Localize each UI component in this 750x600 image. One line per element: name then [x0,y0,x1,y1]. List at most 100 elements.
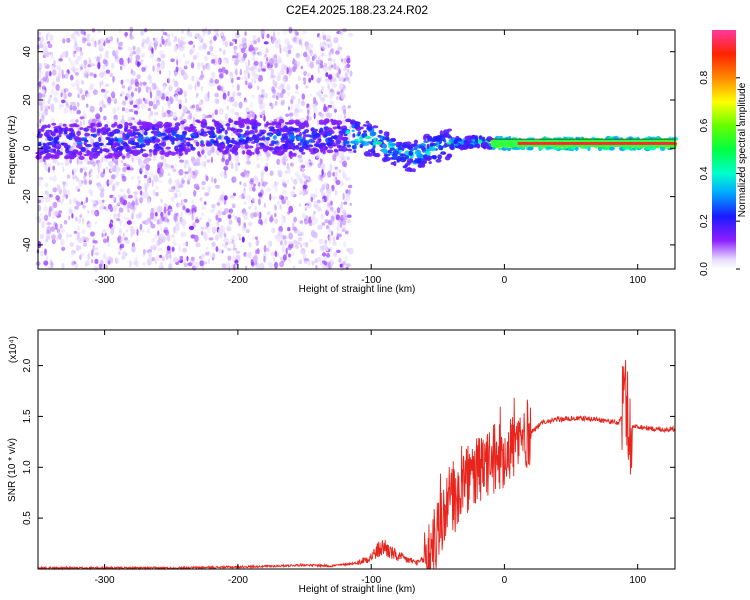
spectrogram-cell [143,174,148,179]
spectrogram-cell [110,227,115,236]
spectrogram-cell [253,120,257,126]
spectrogram-cell [328,50,331,58]
spectrogram-cell [261,33,265,40]
spectrogram-cell [106,235,109,243]
spectrogram-cell [320,213,325,220]
spectrogram-cell [204,115,210,119]
spectrogram-cell [94,150,101,155]
spectrogram-cell [300,122,307,127]
spectrogram-cell [206,140,211,146]
spectrogram-cell [54,91,59,96]
spectrogram-cell [277,38,281,45]
spectrogram-cell [329,219,335,226]
spectrogram-cell [223,208,229,214]
spectrogram-cell [312,193,318,198]
spectrogram-cell [78,155,85,160]
spectrogram-cell [241,236,245,243]
spectrogram-cell [147,257,153,261]
spectrogram-cell [56,187,62,192]
spectrogram-cell [432,155,437,160]
spectrogram-cell [183,53,186,58]
spectrogram-cell [333,177,337,182]
spectrogram-cell [108,140,113,145]
spectrogram-cell [75,119,79,123]
spectrogram-cell [156,254,160,262]
spectrogram-cell [476,144,481,149]
spectrogram-cell [67,233,73,238]
spectrogram-cell [174,122,181,127]
spectrogram-cell [182,205,186,211]
spectrogram-cell [152,189,156,196]
snr-series-line [37,359,676,571]
spectrogram-cell [234,164,239,172]
spectrogram-cell [141,42,145,48]
spectrogram-cell [245,49,250,54]
spectrogram-cell [276,75,281,82]
spectrogram-cell [288,256,291,264]
spectrogram-cell [142,129,145,135]
spectrogram-cell [326,261,332,268]
spectrogram-cell [327,104,333,108]
spectrogram-cell [331,135,338,140]
spectrogram-cell [413,146,418,151]
spectrogram-cell [75,177,80,182]
spectrogram-cell [197,62,200,67]
spectrogram-cell [184,72,188,80]
spectrogram-cell [287,227,291,232]
spectrogram-cell [302,131,306,135]
spectrogram-cell [133,136,139,139]
spectrogram-cell [225,69,229,75]
spectrogram-cell [258,93,261,102]
spectrogram-cell [124,127,128,131]
spectrogram-cell [45,105,49,111]
spectrogram-cell [152,244,158,249]
spectrogram-cell [389,143,397,146]
spectrogram-cell [121,155,126,159]
spectrogram-cell [60,228,66,233]
spectrogram-cell [261,132,265,135]
spectrogram-cell [91,259,94,264]
spectrogram-cell [141,53,145,58]
spectrogram-cell [355,126,362,131]
spectrogram-cell [254,69,260,73]
spectrogram-cell [122,216,128,221]
spectrogram-cell [69,110,74,115]
spectrogram-cell [167,140,170,146]
spectrogram-cell [343,115,347,119]
spectrogram-cell [69,132,73,136]
spectrogram-cell [341,220,347,226]
spectrogram-cell [70,83,76,87]
spectrogram-cell [231,176,237,183]
spectrogram-cell [99,71,105,78]
spectrogram-cell [230,127,236,131]
spectrogram-cell [308,239,313,243]
spectrogram-cell [217,197,223,204]
spectrogram-cell [83,174,86,180]
spectrogram-cell [221,66,226,74]
spectrogram-cell [298,39,302,46]
spectrogram-cell [295,102,301,110]
spectrogram-cell [55,83,60,91]
spectrogram-cell [308,43,314,49]
spectrogram-cell [127,190,131,195]
spectrogram-cell [82,236,87,241]
spectrogram-cell [76,130,81,136]
spectrogram-cell [83,179,88,185]
spectrogram-cell [190,143,194,150]
spectrogram-cell [42,50,46,56]
spectrogram-cell [41,93,46,98]
spectrogram-cell [221,127,225,132]
spectrogram-cell [324,239,328,244]
colorbar-ticks: 0.00.20.40.60.8 [699,70,740,276]
spectrogram-cell [252,111,256,119]
spectrogram-cell [208,237,214,241]
spectrogram-cell [325,225,330,230]
spectrogram-cell [217,210,220,214]
spectrogram-cell [112,75,115,83]
spectrogram-cell [340,105,343,111]
spectrogram-cell [41,111,45,119]
spectrogram-cell [286,200,290,206]
spectrogram-cell [133,128,140,132]
spectrogram-cell [302,134,306,140]
spectrogram-cell [252,47,256,54]
